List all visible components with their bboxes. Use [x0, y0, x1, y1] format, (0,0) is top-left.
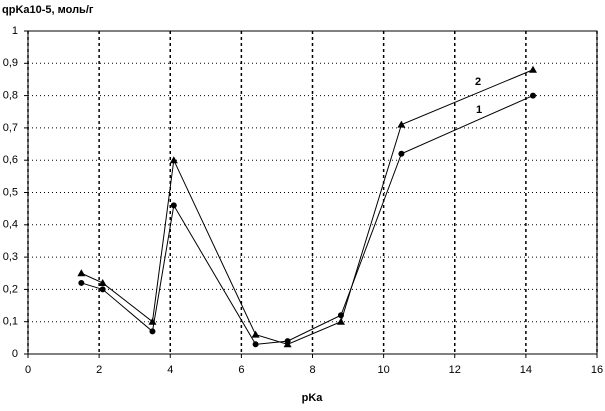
y-tick-label: 0,1 [3, 316, 18, 328]
y-tick-label: 0,5 [3, 186, 18, 198]
x-tick-label: 4 [167, 364, 173, 376]
series-line [81, 95, 534, 345]
point [170, 202, 177, 209]
y-tick-label: 0,8 [3, 90, 18, 102]
y-axis-title: qpKa10-5, моль/г [2, 4, 94, 16]
point [528, 65, 537, 73]
series-line [81, 69, 534, 345]
y-tick-label: 0,4 [3, 219, 18, 231]
x-tick-label: 10 [378, 364, 390, 376]
x-tick-label: 14 [520, 364, 532, 376]
x-axis-title: pKa [302, 392, 324, 404]
plot-border [27, 30, 598, 355]
y-tick-label: 0 [12, 348, 18, 360]
series-label: 2 [475, 76, 481, 88]
y-tick-label: 0,7 [3, 122, 18, 134]
point [251, 330, 260, 338]
y-tick-label: 0,3 [3, 251, 18, 263]
y-tick-label: 0,9 [3, 57, 18, 69]
point [529, 92, 536, 99]
x-tick-label: 16 [591, 364, 603, 376]
y-tick-label: 1 [12, 25, 18, 37]
y-tick-label: 0,2 [3, 283, 18, 295]
x-tick-label: 0 [25, 364, 31, 376]
point [148, 317, 157, 325]
x-tick-label: 6 [238, 364, 244, 376]
point [169, 156, 178, 164]
point [398, 150, 405, 157]
x-tick-label: 2 [96, 364, 102, 376]
point [77, 269, 86, 277]
point [336, 317, 345, 325]
point [99, 286, 106, 293]
x-tick-label: 12 [449, 364, 461, 376]
point [252, 341, 259, 348]
point [397, 120, 406, 128]
series-label: 1 [476, 104, 482, 116]
y-tick-label: 0,6 [3, 154, 18, 166]
point [98, 278, 107, 286]
x-tick-label: 8 [309, 364, 315, 376]
point [149, 328, 156, 335]
point [283, 340, 292, 348]
point [78, 279, 85, 286]
